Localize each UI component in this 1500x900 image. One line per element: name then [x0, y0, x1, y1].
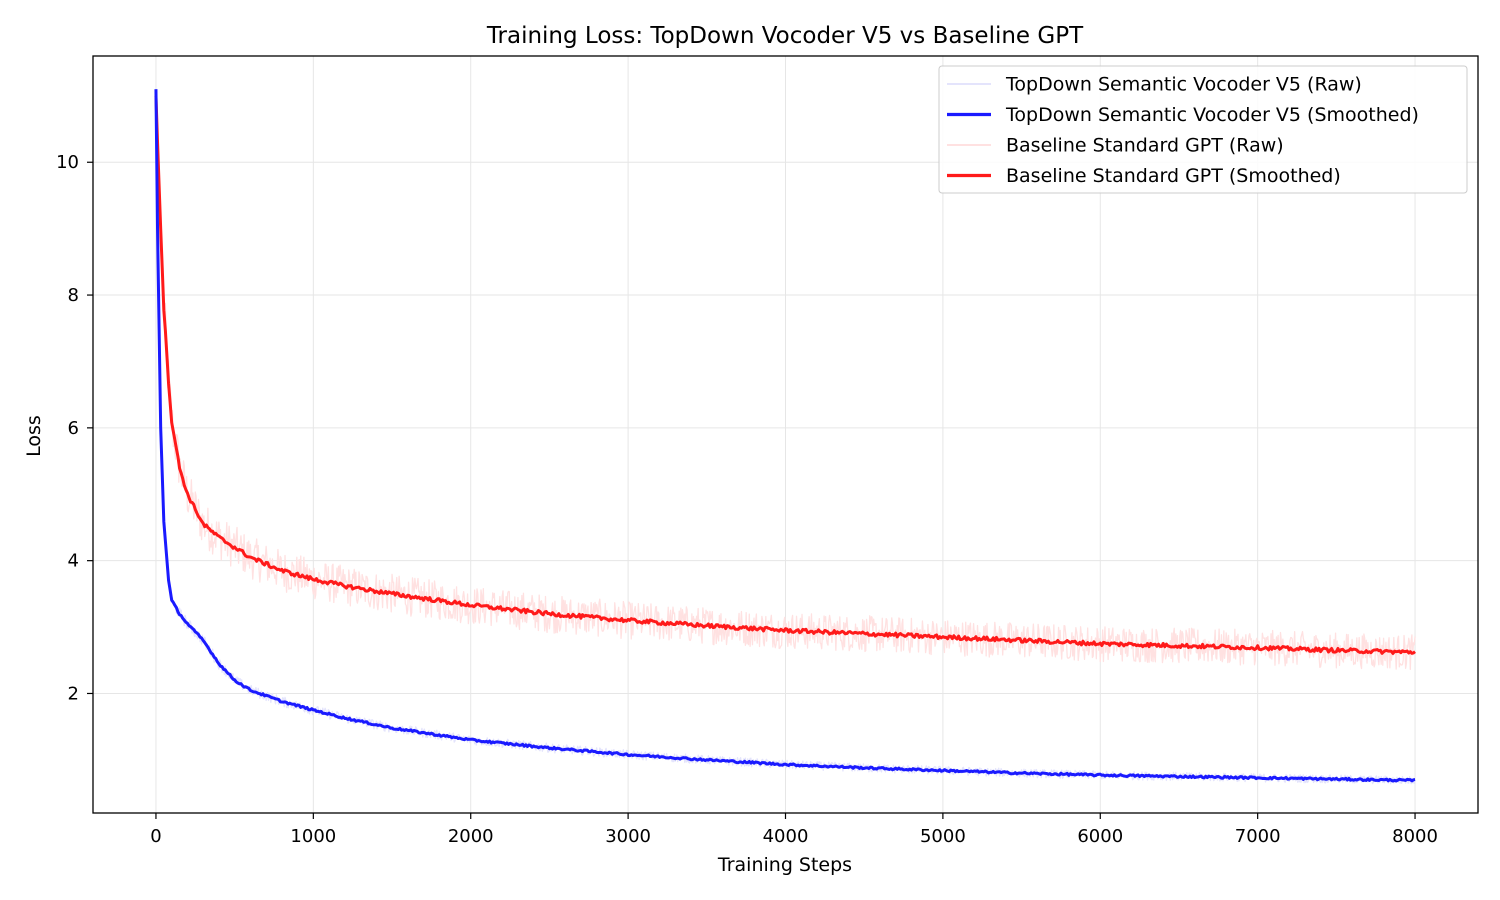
- legend: TopDown Semantic Vocoder V5 (Raw) TopDown…: [938, 65, 1468, 194]
- x-tick-label: 1000: [290, 826, 336, 847]
- x-axis-label: Training Steps: [717, 854, 852, 876]
- series-line: [154, 89, 1416, 783]
- x-tick-label: 3000: [605, 826, 651, 847]
- y-tick-label: 8: [68, 285, 79, 306]
- y-axis: 2 4 6 8 10: [56, 152, 93, 704]
- legend-label: TopDown Semantic Vocoder V5 (Raw): [1005, 74, 1362, 96]
- legend-box: [938, 65, 1468, 194]
- x-tick-label: 5000: [920, 826, 966, 847]
- y-tick-label: 2: [68, 683, 79, 704]
- x-tick-label: 4000: [763, 826, 809, 847]
- x-tick-label: 8000: [1392, 826, 1438, 847]
- x-tick-label: 6000: [1077, 826, 1123, 847]
- y-tick-label: 6: [68, 418, 79, 439]
- series-line: [154, 95, 1416, 655]
- y-tick-label: 4: [68, 551, 79, 572]
- legend-label: Baseline Standard GPT (Smoothed): [1006, 165, 1341, 187]
- chart-title: Training Loss: TopDown Vocoder V5 vs Bas…: [486, 23, 1084, 49]
- y-axis-label: Loss: [23, 415, 45, 457]
- x-tick-label: 0: [150, 826, 161, 847]
- x-tick-label: 7000: [1235, 826, 1281, 847]
- series-layer: [154, 89, 1416, 785]
- x-tick-label: 2000: [448, 826, 494, 847]
- legend-label: TopDown Semantic Vocoder V5 (Smoothed): [1005, 104, 1419, 126]
- x-axis: 0 1000 2000 3000 4000 5000 6000 7000 8000: [150, 813, 1438, 847]
- legend-label: Baseline Standard GPT (Raw): [1006, 135, 1284, 157]
- y-tick-label: 10: [56, 152, 79, 173]
